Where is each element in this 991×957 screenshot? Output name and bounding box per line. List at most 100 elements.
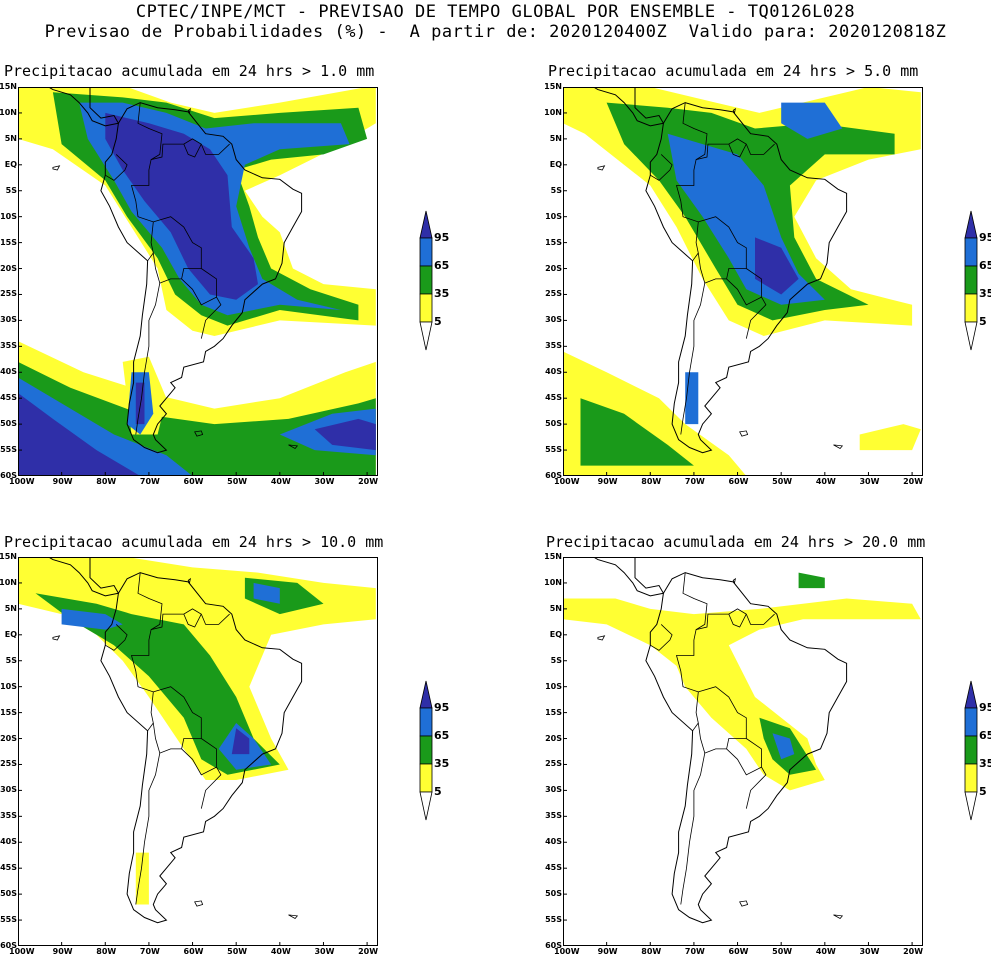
colorbar-segment [964, 735, 978, 765]
lat-label: 25S [545, 289, 562, 299]
lat-label: 60S [545, 471, 562, 480]
island [732, 107, 737, 115]
lat-label: 35S [545, 341, 562, 351]
lat-label: 40S [0, 837, 17, 847]
country-border [745, 296, 767, 339]
map-svg [563, 557, 923, 946]
panel-title: Precipitacao acumulada em 24 hrs > 1.0 m… [4, 62, 375, 80]
country-border [181, 738, 217, 776]
lat-label: 40S [0, 367, 17, 377]
lon-label: 30W [314, 477, 335, 486]
probability-area [61, 608, 123, 630]
colorbar-segment [419, 293, 433, 323]
island [194, 900, 204, 907]
country-border [697, 216, 747, 284]
lat-label: EQ [4, 629, 17, 639]
country-border [137, 572, 163, 630]
country-border [745, 766, 767, 809]
lat-label: 5N [4, 133, 17, 143]
country-border [200, 296, 222, 339]
lat-label: 5S [550, 655, 562, 665]
colorbar-label: 5 [434, 785, 442, 798]
country-border [152, 686, 202, 754]
lon-label: 20W [358, 477, 379, 486]
country-border [137, 102, 163, 160]
panel-title: Precipitacao acumulada em 24 hrs > 20.0 … [546, 533, 926, 551]
lat-label: 20S [0, 733, 17, 743]
lon-label: 70W [684, 477, 705, 486]
lat-label: 15S [545, 237, 562, 247]
country-border [183, 613, 202, 628]
island [739, 430, 749, 437]
island [833, 914, 844, 920]
lat-label: 55S [545, 445, 562, 455]
lat-label: 5N [549, 603, 562, 613]
lat-label: 15S [0, 707, 17, 717]
colorbar-segment [964, 321, 978, 351]
lat-label: 45S [0, 863, 17, 873]
island [597, 165, 606, 171]
colorbar-segment [419, 321, 433, 351]
colorbar-segment [964, 210, 978, 239]
lat-label: 50S [0, 419, 17, 429]
country-border [135, 753, 161, 905]
coastline [645, 102, 848, 454]
probability-map [563, 557, 923, 946]
country-border [183, 143, 202, 158]
lat-label: 15N [0, 552, 17, 561]
lon-label: 50W [227, 477, 248, 486]
country-border [680, 753, 706, 905]
island [187, 577, 192, 585]
colorbar-label: 95 [434, 231, 450, 244]
lat-label: 30S [0, 785, 17, 795]
colorbar-label: 95 [979, 231, 991, 244]
colorbar-label: 65 [979, 259, 991, 272]
country-border [680, 283, 706, 435]
lat-label: 35S [545, 811, 562, 821]
lat-label: 15N [0, 82, 17, 91]
lat-label: 30S [545, 785, 562, 795]
colorbar [418, 210, 434, 359]
lat-label: 60S [0, 471, 17, 480]
lat-label: 15S [545, 707, 562, 717]
lon-label: 70W [139, 477, 160, 486]
lon-label: 60W [728, 477, 749, 486]
colorbar-segment [419, 735, 433, 765]
lon-label: 50W [227, 947, 248, 956]
probability-area [135, 852, 149, 905]
country-border [650, 154, 673, 181]
island [288, 914, 299, 920]
island [52, 165, 61, 171]
country-border [728, 143, 747, 158]
country-border [675, 608, 775, 732]
lat-label: 10S [545, 681, 562, 691]
lat-label: 55S [0, 445, 17, 455]
colorbar-label: 35 [979, 757, 991, 770]
lon-label: 90W [597, 947, 618, 956]
colorbar-label: 95 [434, 701, 450, 714]
lat-label: 45S [0, 393, 17, 403]
map-svg [563, 87, 923, 476]
lat-label: 35S [0, 341, 17, 351]
country-border [682, 102, 708, 160]
island [187, 107, 192, 115]
lon-label: 50W [772, 947, 793, 956]
colorbar-segment [419, 210, 433, 239]
country-border [181, 268, 217, 306]
colorbar-segment [964, 680, 978, 709]
lat-label: EQ [4, 159, 17, 169]
map-frame [563, 557, 923, 946]
colorbar-label: 35 [434, 757, 450, 770]
lat-label: 20S [545, 733, 562, 743]
coastline-central-america [563, 557, 665, 597]
lon-label: 70W [684, 947, 705, 956]
probability-area [685, 372, 699, 425]
lat-label: 20S [0, 263, 17, 273]
colorbar-segment [419, 707, 433, 737]
probability-area [859, 424, 921, 451]
lon-label: 80W [96, 477, 117, 486]
coastline-central-america [18, 557, 120, 597]
lat-label: 40S [545, 367, 562, 377]
map-frame [563, 87, 923, 476]
probability-area [563, 598, 921, 791]
